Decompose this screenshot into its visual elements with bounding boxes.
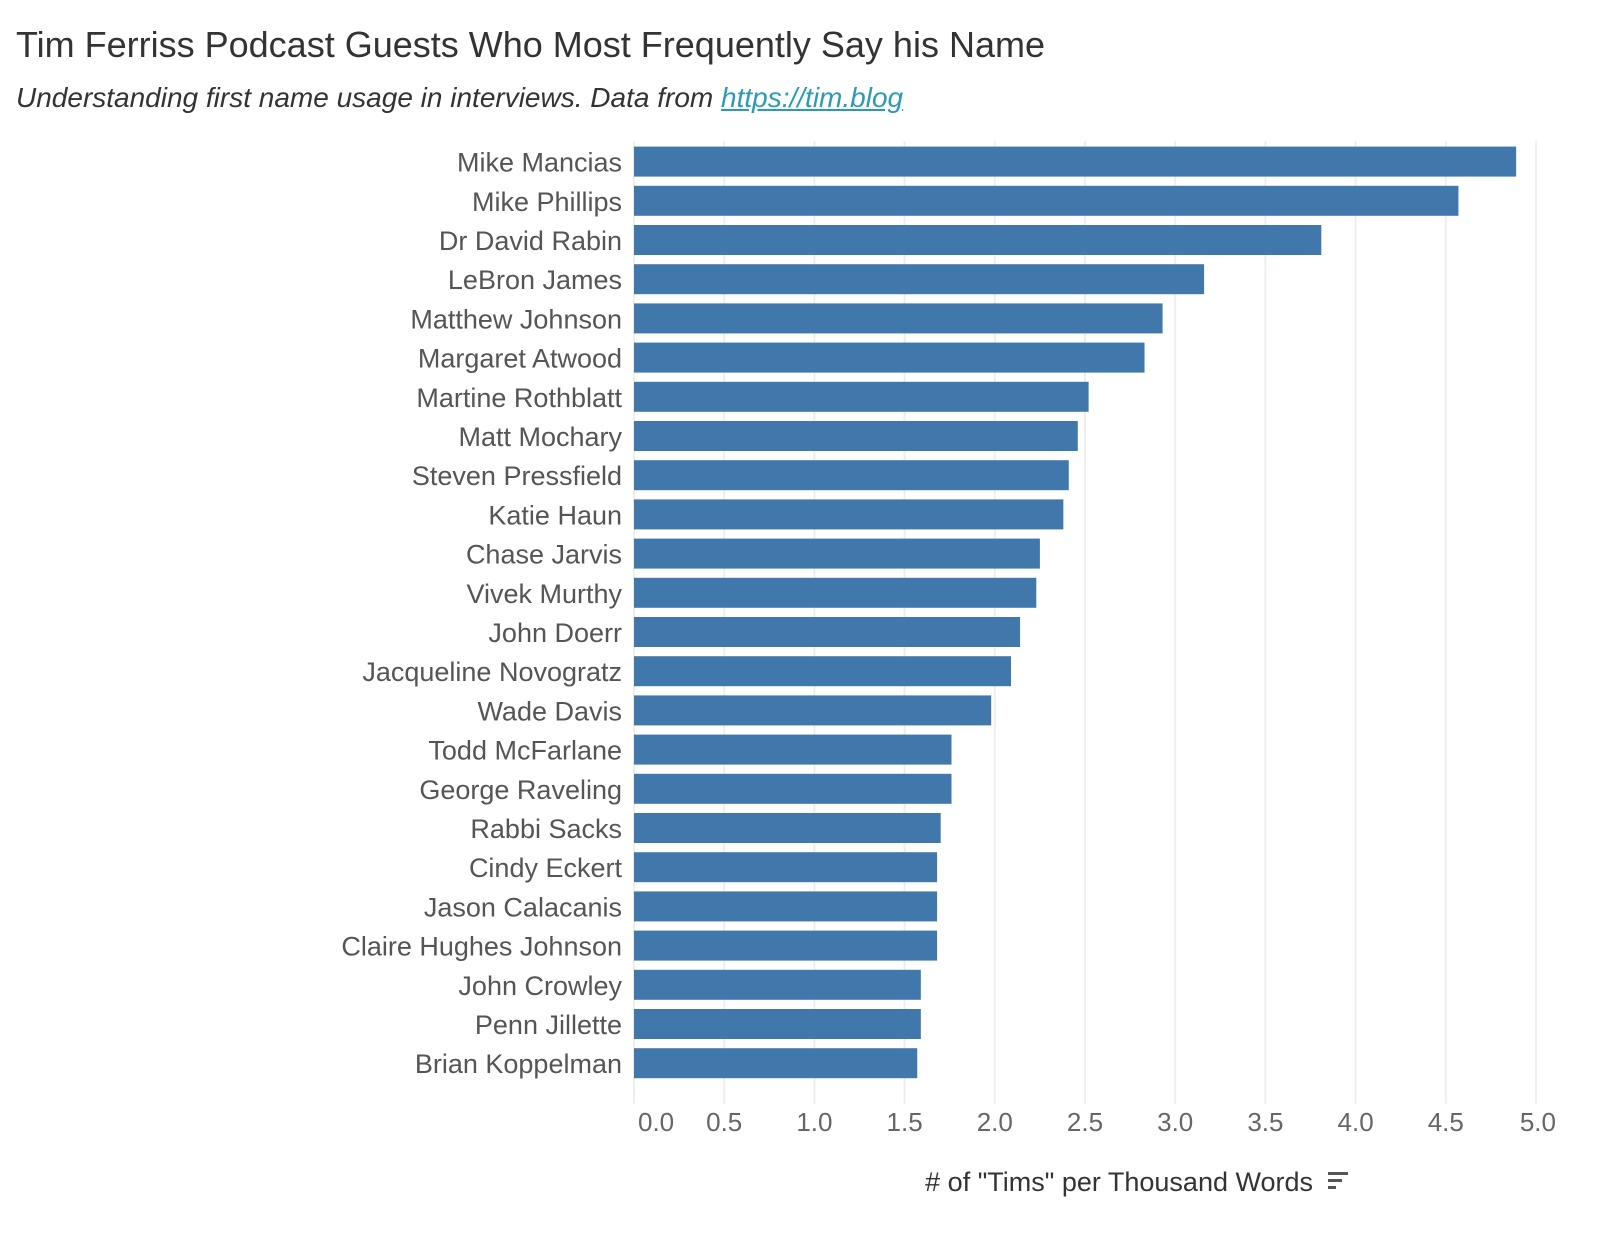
category-label: Margaret Atwood: [418, 344, 622, 374]
bar: [634, 695, 992, 726]
bar: [634, 499, 1064, 530]
bar: [634, 185, 1459, 216]
x-tick-label: 1.5: [887, 1107, 923, 1137]
category-label: Vivek Murthy: [466, 579, 622, 609]
category-label: Mike Phillips: [472, 187, 622, 217]
bar: [634, 146, 1517, 177]
x-axis-title: # of "Tims" per Thousand Words: [925, 1167, 1313, 1197]
bar: [634, 225, 1322, 255]
category-label: George Raveling: [419, 775, 622, 805]
category-label: John Doerr: [488, 618, 622, 648]
category-label: Penn Jillette: [475, 1010, 622, 1040]
bar: [634, 381, 1089, 412]
bar: [634, 930, 938, 961]
sort-descending-icon[interactable]: [1328, 1172, 1348, 1190]
category-label: John Crowley: [458, 971, 622, 1001]
category-label: Dr David Rabin: [439, 226, 622, 256]
category-label: Mike Mancias: [457, 148, 622, 178]
subtitle-text: Understanding first name usage in interv…: [16, 82, 721, 113]
category-label: Chase Jarvis: [466, 540, 622, 570]
category-label: Rabbi Sacks: [470, 814, 622, 844]
bar: [634, 303, 1163, 334]
x-tick-label: 4.0: [1338, 1107, 1374, 1137]
bar: [634, 656, 1012, 687]
chart-subtitle: Understanding first name usage in interv…: [16, 82, 903, 114]
x-tick-label: 3.5: [1247, 1107, 1283, 1137]
category-label: Matt Mochary: [458, 422, 622, 452]
category-label: Jason Calacanis: [424, 892, 622, 922]
category-label: Jacqueline Novogratz: [362, 657, 622, 687]
bar: [634, 538, 1040, 569]
bar: [634, 891, 938, 922]
x-tick-label: 0.5: [706, 1107, 742, 1137]
bar: [634, 617, 1021, 647]
source-link[interactable]: https://tim.blog: [721, 82, 904, 113]
bar: [634, 342, 1145, 373]
bar: [634, 969, 921, 1000]
bar: [634, 1048, 918, 1079]
bar: [634, 264, 1205, 295]
category-label: Claire Hughes Johnson: [341, 932, 622, 962]
bar: [634, 421, 1078, 451]
category-label: Steven Pressfield: [412, 461, 622, 491]
category-label: Katie Haun: [488, 500, 622, 530]
bar: [634, 813, 941, 843]
category-label: Wade Davis: [477, 696, 622, 726]
x-tick-label: 2.0: [977, 1107, 1013, 1137]
x-tick-label: 5.0: [1520, 1107, 1556, 1137]
bar: [634, 773, 952, 804]
bar: [634, 734, 952, 765]
category-label: Todd McFarlane: [428, 736, 622, 766]
x-tick-label: 2.5: [1067, 1107, 1103, 1137]
category-label: Cindy Eckert: [469, 853, 623, 883]
chart-title: Tim Ferriss Podcast Guests Who Most Freq…: [16, 24, 1045, 65]
x-tick-label: 1.0: [796, 1107, 832, 1137]
bar: [634, 852, 938, 883]
x-tick-label: 0.0: [638, 1107, 674, 1137]
category-label: Brian Koppelman: [415, 1049, 622, 1079]
bar: [634, 460, 1069, 491]
x-tick-label: 3.0: [1157, 1107, 1193, 1137]
category-label: Martine Rothblatt: [416, 383, 622, 413]
bar: [634, 1009, 921, 1039]
x-tick-label: 4.5: [1428, 1107, 1464, 1137]
category-label: Matthew Johnson: [410, 304, 622, 334]
bar: [634, 577, 1037, 608]
category-label: LeBron James: [448, 265, 622, 295]
